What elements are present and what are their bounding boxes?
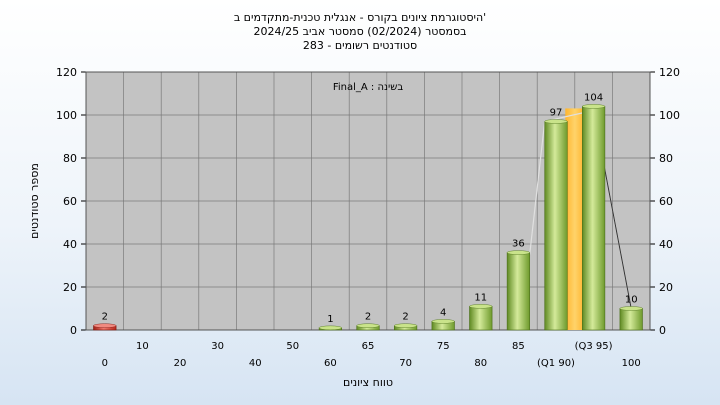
x-category-label: 10	[136, 341, 149, 352]
chart-title-line: בסמסטר (02/2024) סמסטר אביב 2024/25	[253, 25, 466, 38]
bar-value-label: 2	[402, 312, 408, 323]
chart-title-line: סטודנטים רשומים - 283	[303, 39, 417, 52]
x-category-label: 40	[249, 358, 262, 369]
bar	[544, 121, 568, 331]
bar-value-label: 10	[625, 295, 638, 306]
x-category-label: 60	[324, 358, 337, 369]
bar-value-label: 2	[102, 312, 108, 323]
bar-cap	[394, 323, 418, 328]
y-axis-title: מספר סטודנטים	[28, 163, 41, 239]
x-category-label: 65	[362, 341, 375, 352]
y-tick-label-right: 40	[659, 238, 673, 251]
y-tick-label-left: 100	[56, 109, 77, 122]
bar-cap	[318, 325, 342, 331]
bar	[506, 252, 530, 331]
bar-value-label: 97	[550, 107, 563, 118]
x-category-label: 85	[512, 341, 525, 352]
bar-cap	[93, 323, 117, 328]
bar-value-label: 36	[512, 239, 525, 250]
y-tick-label-right: 100	[659, 109, 680, 122]
chart-annotation: Final_A : בשינה	[333, 82, 403, 93]
bar-value-label: 104	[584, 92, 603, 103]
bar	[619, 308, 643, 331]
y-tick-label-right: 120	[659, 66, 680, 79]
x-category-label: 50	[286, 341, 299, 352]
bar	[469, 306, 493, 331]
bar-cap	[506, 250, 530, 255]
y-tick-label-right: 80	[659, 152, 673, 165]
bar-cap	[469, 304, 493, 309]
y-tick-label-left: 20	[63, 281, 77, 294]
chart-title-line: היסטוגרמת ציונים בקורס - אנגלית טכנית-מת…	[234, 11, 486, 24]
bar-cap	[356, 323, 380, 328]
x-category-label: 100	[622, 358, 641, 369]
bar-value-label: 2	[365, 312, 371, 323]
bar-value-label: 4	[440, 307, 446, 318]
y-tick-label-right: 20	[659, 281, 673, 294]
x-category-label: 80	[474, 358, 487, 369]
x-category-label: (Q1 90)	[537, 358, 575, 369]
bar-cap	[582, 104, 606, 109]
x-category-label: 30	[211, 341, 224, 352]
x-category-label: 20	[174, 358, 187, 369]
bar	[582, 106, 606, 331]
y-tick-label-left: 60	[63, 195, 77, 208]
y-tick-label-left: 120	[56, 66, 77, 79]
y-tick-label-left: 80	[63, 152, 77, 165]
x-category-label: 75	[437, 341, 450, 352]
x-category-label: 0	[102, 358, 108, 369]
bar-cap	[619, 306, 643, 311]
x-category-label: 70	[399, 358, 412, 369]
bar-cap	[431, 319, 455, 324]
bar-cap	[544, 119, 568, 124]
y-tick-label-left: 40	[63, 238, 77, 251]
y-tick-label-right: 60	[659, 195, 673, 208]
bar-value-label: 1	[327, 314, 333, 325]
y-tick-label-right: 0	[659, 324, 666, 337]
quartile-band	[565, 108, 585, 331]
x-axis-title: טווח ציונים	[343, 376, 393, 389]
x-category-label: (Q3 95)	[575, 341, 613, 352]
y-tick-label-left: 0	[70, 324, 77, 337]
bar-value-label: 11	[474, 292, 487, 303]
